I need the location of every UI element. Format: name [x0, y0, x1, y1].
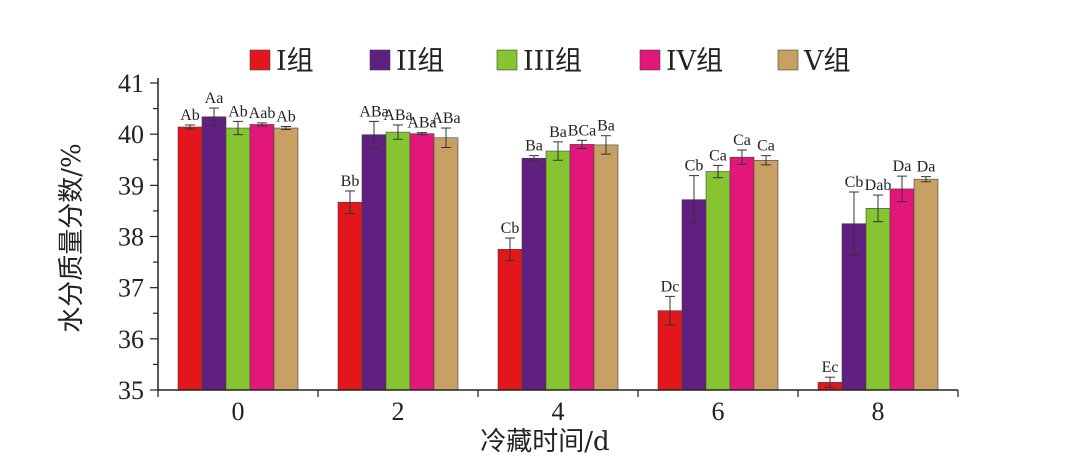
data-label: Bb — [341, 173, 360, 190]
legend-swatch — [777, 49, 799, 71]
bar — [361, 134, 387, 391]
data-label: Ec — [822, 359, 839, 376]
data-label: Dab — [865, 177, 892, 194]
bar — [433, 137, 459, 391]
bar — [225, 127, 251, 391]
x-tick-label: 2 — [392, 397, 405, 426]
bar — [249, 124, 275, 391]
bar — [593, 144, 619, 391]
bar — [681, 199, 707, 391]
data-label: Ba — [525, 138, 543, 155]
bar — [521, 157, 547, 391]
bar — [705, 171, 731, 391]
bar — [497, 248, 523, 391]
y-tick-label: 36 — [118, 325, 144, 354]
bar — [273, 127, 299, 391]
bars-layer — [177, 116, 939, 391]
bar — [545, 150, 571, 391]
legend-label: IV组 — [666, 46, 723, 77]
legend-swatch — [639, 49, 661, 71]
data-label: Ca — [709, 147, 727, 164]
x-tick-label: 6 — [712, 397, 725, 426]
y-tick-label: 39 — [118, 171, 144, 200]
y-tick-label: 38 — [118, 223, 144, 252]
legend-swatch — [369, 49, 391, 71]
data-label: Cb — [845, 174, 864, 191]
bar — [729, 156, 755, 391]
data-label: Ba — [549, 124, 567, 141]
bar — [177, 126, 203, 391]
x-tick-label: 0 — [232, 397, 245, 426]
bar — [569, 144, 595, 391]
data-label: Cb — [685, 158, 704, 175]
x-axis-title: 冷藏时间/d — [480, 427, 609, 457]
data-label: Dc — [661, 278, 680, 295]
data-label: Cb — [501, 220, 520, 237]
data-label: ABa — [383, 107, 412, 124]
bar — [913, 178, 939, 391]
axes-layer: 35 36 37 38 39 40 41 0 2 4 6 8 — [118, 69, 959, 426]
legend-label: III组 — [523, 46, 582, 77]
bar — [385, 131, 411, 391]
legend: I组 II组 III组 IV组 V组 — [249, 46, 851, 77]
data-label: Ab — [228, 103, 248, 120]
data-label: Ca — [733, 132, 751, 149]
data-label: Aab — [249, 105, 276, 122]
y-tick-label: 37 — [118, 274, 144, 303]
legend-label: I组 — [276, 46, 314, 77]
bar — [865, 208, 891, 391]
bar — [201, 116, 227, 391]
y-tick-label: 40 — [118, 120, 144, 149]
data-label: Aa — [205, 90, 224, 107]
data-label: Da — [893, 158, 912, 175]
data-label: Ca — [757, 138, 775, 155]
x-tick-label: 8 — [872, 397, 885, 426]
legend-label: V组 — [803, 46, 851, 77]
bar — [753, 159, 779, 391]
data-label: ABa — [407, 115, 436, 132]
legend-swatch — [496, 49, 518, 71]
data-label: ABa — [431, 110, 460, 127]
bar — [409, 133, 435, 391]
data-label: ABa — [359, 103, 388, 120]
bar — [337, 201, 363, 391]
data-label: Ab — [180, 107, 200, 124]
x-tick-label: 4 — [552, 397, 565, 426]
error-bars-layer — [185, 107, 931, 388]
legend-label: II组 — [396, 46, 444, 77]
data-label: BCa — [568, 122, 596, 139]
y-tick-label: 35 — [118, 376, 144, 405]
legend-swatch — [249, 49, 271, 71]
y-axis-title: 水分质量分数/% — [57, 143, 87, 332]
data-label: Ab — [276, 108, 296, 125]
data-label: Ba — [597, 118, 615, 135]
bar — [889, 188, 915, 391]
y-tick-label: 41 — [118, 69, 144, 98]
data-label: Da — [917, 159, 936, 176]
